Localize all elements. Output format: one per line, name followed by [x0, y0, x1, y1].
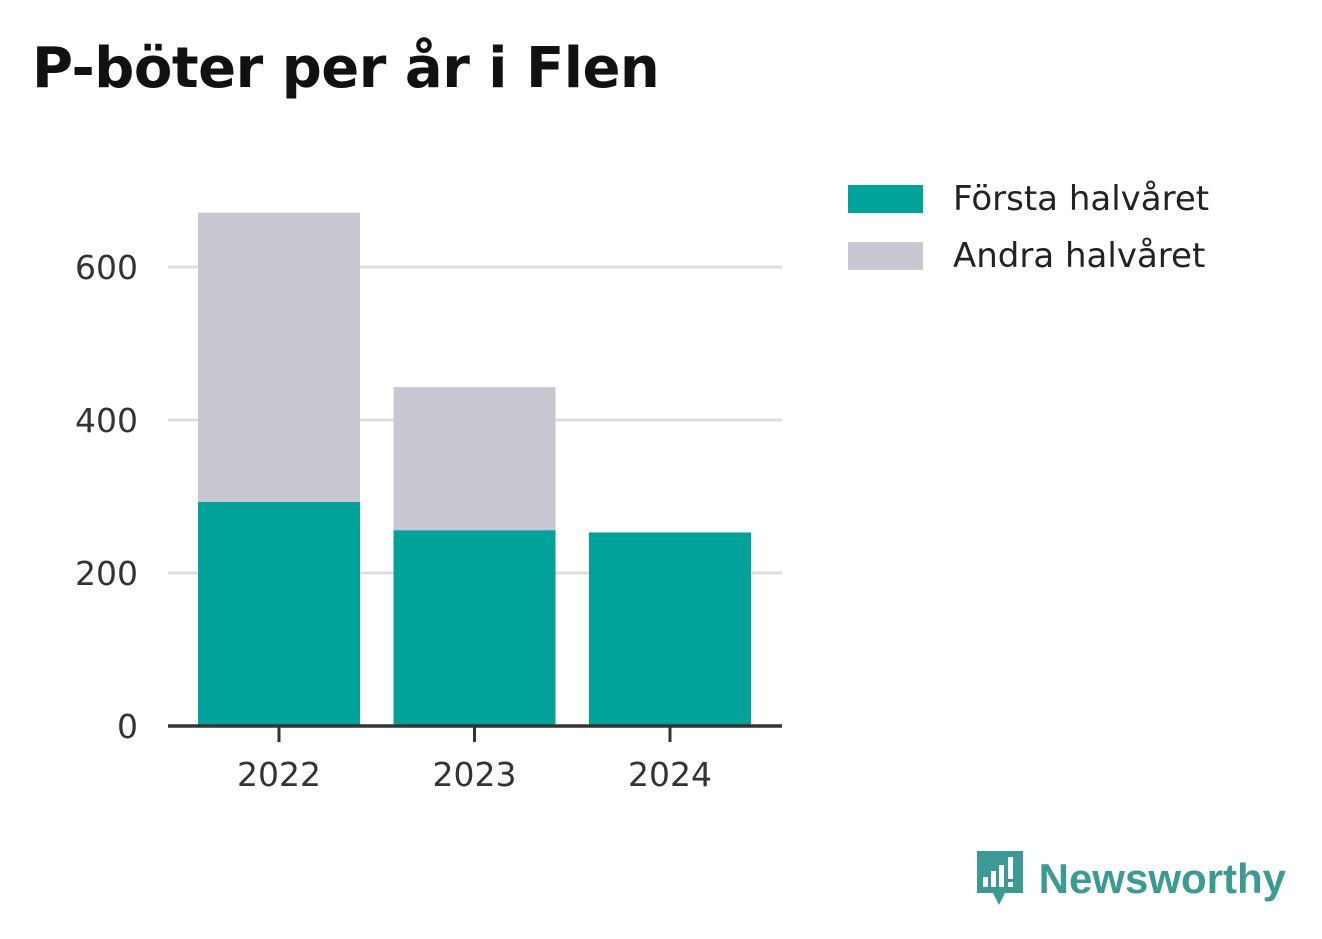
bar-2023-first-half: [393, 530, 556, 726]
bars: [198, 212, 751, 726]
legend-swatch-second-half: [848, 241, 923, 270]
legend-item-second-half: Andra halvåret: [848, 227, 1209, 284]
legend-item-first-half: Första halvåret: [848, 170, 1209, 227]
legend-swatch-first-half: [848, 184, 923, 213]
y-tick-label: 200: [75, 554, 138, 593]
x-tick-label: 2022: [237, 755, 321, 794]
brand-name: Newsworthy: [1038, 855, 1286, 902]
legend-label-first-half: Första halvåret: [953, 178, 1210, 219]
x-tick-label: 2023: [433, 755, 517, 794]
y-tick-label: 600: [75, 248, 138, 287]
y-tick-label: 0: [117, 707, 138, 746]
y-tick-label: 400: [75, 401, 138, 440]
bar-2024-first-half: [589, 532, 751, 726]
bar-2022-first-half: [198, 501, 360, 726]
axes: 0 200 400 600 2022 2023 2024: [75, 248, 782, 794]
bar-2023-second-half: [393, 387, 556, 531]
newsworthy-logo-icon: [976, 851, 1023, 905]
x-tick-label: 2024: [628, 755, 712, 794]
legend: Första halvåret Andra halvåret: [848, 170, 1209, 284]
legend-label-second-half: Andra halvåret: [953, 235, 1206, 276]
bar-2022-second-half: [198, 212, 360, 502]
chart-title: P-böter per år i Flen: [32, 36, 660, 101]
brand-logo: Newsworthy: [975, 849, 1286, 909]
